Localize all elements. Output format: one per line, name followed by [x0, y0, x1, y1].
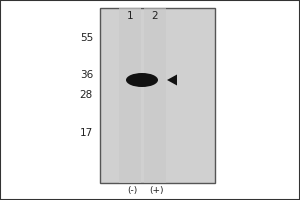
Text: (+): (+) — [150, 186, 164, 194]
Text: 55: 55 — [80, 33, 93, 43]
Ellipse shape — [126, 73, 158, 87]
Text: 2: 2 — [152, 11, 158, 21]
Text: 1: 1 — [127, 11, 133, 21]
Text: 28: 28 — [80, 90, 93, 100]
Text: 17: 17 — [80, 128, 93, 138]
Bar — [144, 8, 166, 183]
Bar — [119, 8, 141, 183]
Text: 36: 36 — [80, 70, 93, 80]
Bar — [100, 8, 215, 183]
Polygon shape — [167, 74, 177, 86]
Text: (-): (-) — [127, 186, 137, 194]
